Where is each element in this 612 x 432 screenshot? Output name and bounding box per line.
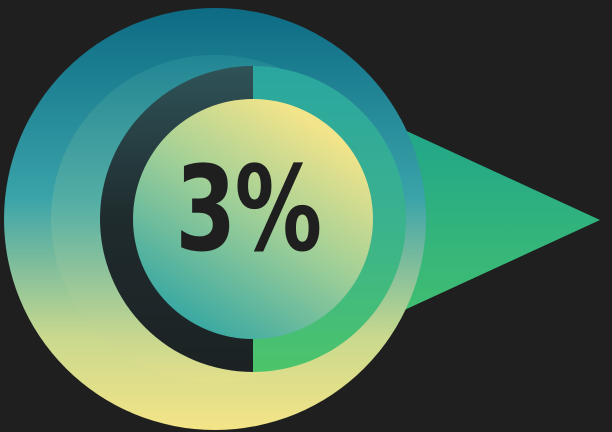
center-disc: [133, 99, 373, 339]
percent-value: 3%: [175, 140, 322, 278]
